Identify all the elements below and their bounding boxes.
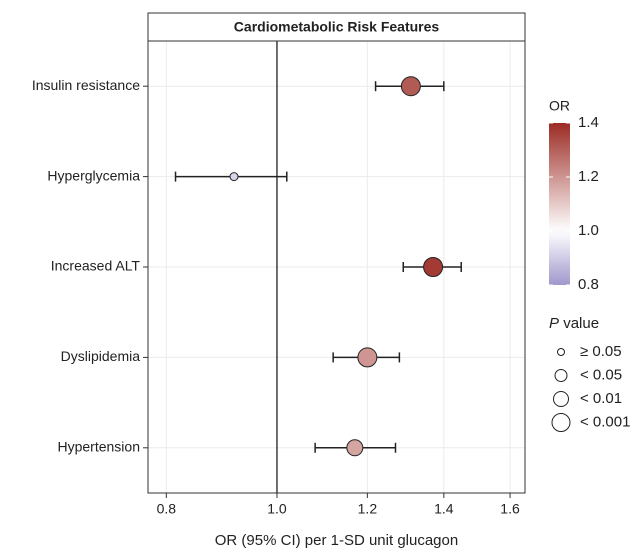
size-legend-title-p: P [549, 315, 559, 332]
x-tick-label: 1.2 [358, 501, 378, 517]
colorbar-tick-label: 1.0 [578, 222, 599, 239]
x-axis-title: OR (95% CI) per 1-SD unit glucagon [215, 532, 458, 549]
colorbar-tick-label: 0.8 [578, 276, 599, 293]
chart-title: Cardiometabolic Risk Features [234, 19, 440, 35]
y-tick-label: Dyslipidemia [61, 348, 141, 364]
point [423, 257, 444, 277]
y-tick-label: Hyperglycemia [47, 167, 140, 183]
size-legend-title: P value [549, 315, 599, 332]
y-tick-label: Hypertension [58, 439, 141, 455]
colorbar-tick-label: 1.4 [578, 114, 599, 131]
size-legend-label: ≥ 0.05 [580, 343, 622, 360]
x-tick-label: 1.4 [434, 501, 454, 517]
title-strip [147, 12, 526, 42]
x-tick-label: 1.6 [500, 501, 520, 517]
size-legend-key [551, 413, 571, 432]
point [400, 76, 421, 97]
x-tick-label: 1.0 [267, 501, 287, 517]
y-tick-label: Insulin resistance [32, 77, 140, 93]
size-legend-label: < 0.001 [580, 413, 630, 430]
point [357, 347, 378, 368]
size-legend-title-text: value [563, 315, 599, 332]
size-legend-key [557, 348, 565, 356]
size-legend-label: < 0.01 [580, 390, 622, 407]
point [346, 439, 364, 457]
size-legend-key [553, 391, 569, 407]
y-tick-label: Increased ALT [51, 258, 141, 274]
color-legend-title: OR [549, 98, 570, 114]
point [229, 172, 239, 182]
size-legend-label: < 0.05 [580, 366, 622, 383]
size-legend-key [554, 369, 568, 382]
x-tick-label: 0.8 [157, 501, 177, 517]
colorbar [549, 123, 570, 285]
colorbar-tick-label: 1.2 [578, 168, 599, 185]
marks [174, 41, 462, 493]
